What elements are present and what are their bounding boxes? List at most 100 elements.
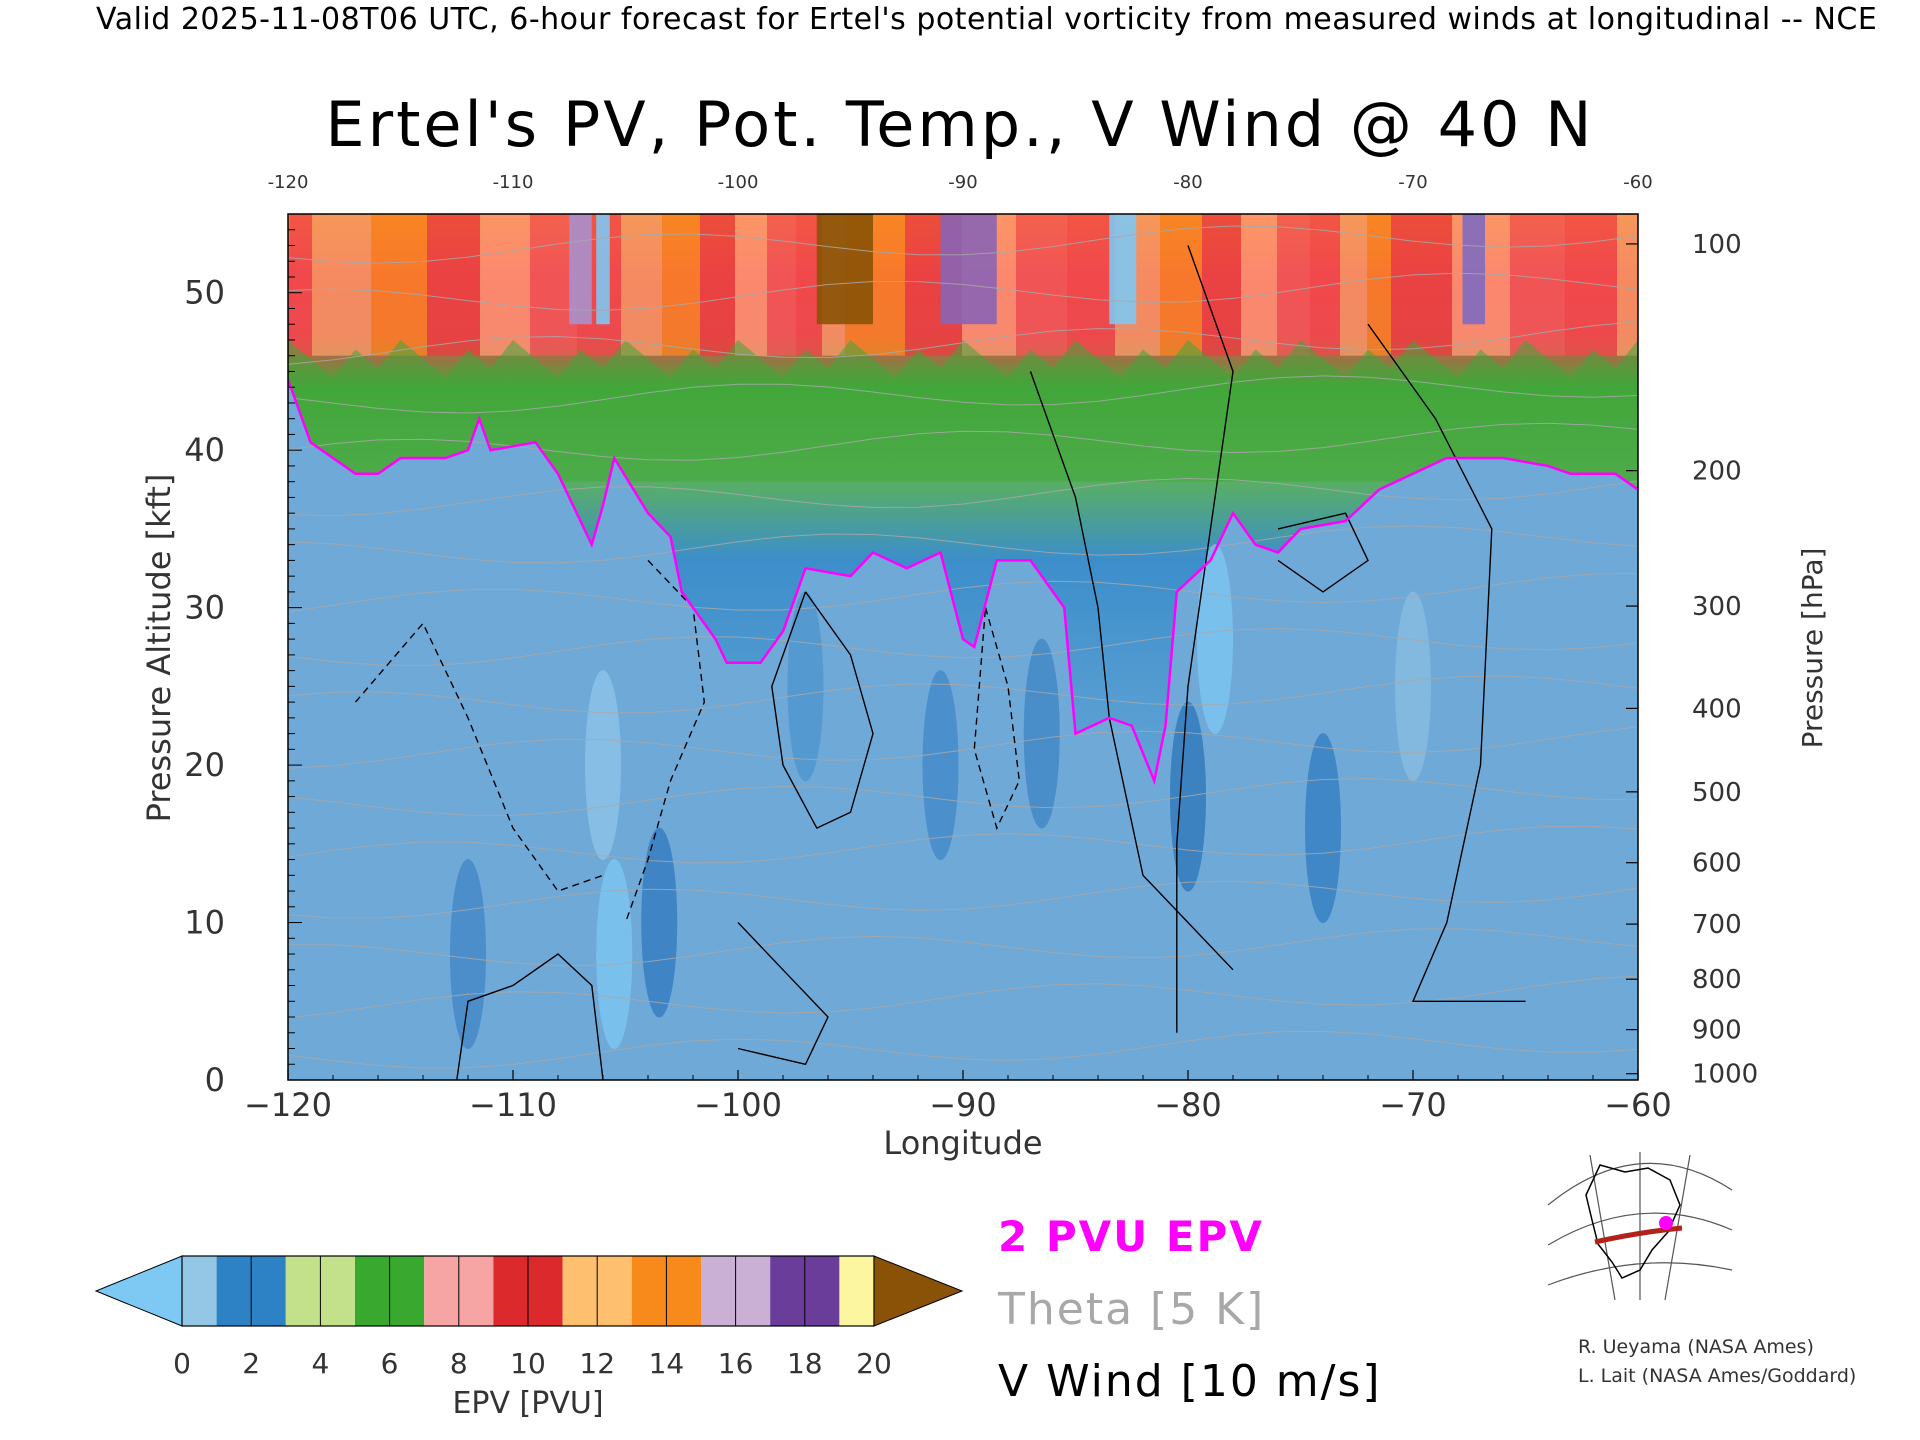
upper-band xyxy=(480,214,530,356)
pressure-tick-label: 800 xyxy=(1692,965,1742,995)
y-tick-label: 30 xyxy=(184,589,225,627)
theta-contour xyxy=(288,477,1638,517)
upper-feature xyxy=(940,214,997,325)
x-top-tick-label: -70 xyxy=(1398,172,1427,193)
wind-contour xyxy=(456,953,604,1080)
upper-band xyxy=(1391,214,1452,356)
x-tick-label: −100 xyxy=(694,1086,782,1124)
y-axis-right: 100 200 300 400 500 600 700 800 900 1000 xyxy=(1626,230,1758,1090)
theta-contour xyxy=(288,726,1638,769)
colorbar-segment xyxy=(597,1256,632,1326)
blue-streak xyxy=(1305,733,1341,924)
pressure-tick-label: 300 xyxy=(1692,592,1742,622)
theta-contour xyxy=(288,321,1638,365)
pressure-tick-label: 1000 xyxy=(1692,1060,1758,1090)
theta-contour xyxy=(288,825,1638,864)
upper-band xyxy=(1617,214,1638,356)
colorbar-segment xyxy=(320,1256,355,1326)
wind-contour xyxy=(354,622,604,892)
x-axis-label: Longitude xyxy=(883,1124,1042,1162)
theta-contour xyxy=(288,272,1638,311)
upper-band xyxy=(1241,214,1277,356)
pressure-tick-label: 600 xyxy=(1692,849,1742,879)
theta-contour xyxy=(288,375,1638,414)
colorbar-segment xyxy=(285,1256,321,1326)
credit-line-1: R. Ueyama (NASA Ames) xyxy=(1578,1336,1814,1358)
pressure-tick-label: 900 xyxy=(1692,1016,1742,1046)
theta-contour xyxy=(288,880,1638,919)
colorbar-tick-label: 8 xyxy=(450,1347,468,1380)
y-tick-label: 20 xyxy=(184,746,225,784)
credit-line-2: L. Lait (NASA Ames/Goddard) xyxy=(1578,1365,1857,1387)
colorbar xyxy=(94,1255,964,1327)
upper-feature xyxy=(1109,214,1137,325)
colorbar-segment xyxy=(735,1256,771,1326)
upper-feature xyxy=(569,214,592,325)
troposphere-shading xyxy=(288,379,1638,1080)
upper-band xyxy=(1067,214,1115,356)
colorbar-tick-label: 2 xyxy=(242,1347,260,1380)
y-tick-label: 40 xyxy=(184,431,225,469)
upper-feature xyxy=(596,214,610,325)
x-tick-label: −90 xyxy=(929,1086,997,1124)
y-tick-label: 10 xyxy=(184,904,225,942)
colorbar-tick-label: 14 xyxy=(649,1347,685,1380)
upper-band xyxy=(1565,214,1617,356)
blue-streak xyxy=(922,670,959,861)
pressure-tick-label: 700 xyxy=(1692,910,1742,940)
tropopause-2pvu-line xyxy=(288,378,1638,786)
theta-contour xyxy=(288,675,1638,714)
blue-streak xyxy=(596,859,633,1050)
upper-feature xyxy=(816,214,873,325)
blue-streak xyxy=(585,670,621,861)
legend-wind: V Wind [10 m/s] xyxy=(998,1356,1382,1407)
colorbar-segment xyxy=(493,1256,528,1326)
theta-contour xyxy=(288,627,1638,667)
colorbar-segment xyxy=(770,1256,805,1326)
upper-band xyxy=(427,214,480,356)
upper-band xyxy=(621,214,662,356)
blue-streak xyxy=(787,591,824,782)
colorbar-ticks: 0 2 4 6 8 10 12 14 16 18 20 xyxy=(173,1347,892,1380)
blue-streak xyxy=(641,827,678,1018)
wind-contour xyxy=(624,559,706,923)
x-top-tick-label: -120 xyxy=(268,172,309,193)
locator-map xyxy=(1540,1150,1736,1302)
blue-streak xyxy=(1197,544,1233,735)
wind-contour xyxy=(737,922,829,1066)
x-axis-top: -120 -110 -100 -90 -80 -70 -60 xyxy=(268,172,1653,193)
upper-band xyxy=(1510,214,1565,356)
x-tick-label: −120 xyxy=(244,1086,332,1124)
colorbar-under-arrow xyxy=(94,1255,183,1327)
wind-contour xyxy=(1367,323,1526,1002)
y-tick-label: 50 xyxy=(184,274,225,312)
colorbar-segment xyxy=(839,1256,874,1326)
x-top-tick-label: -80 xyxy=(1173,172,1202,193)
upper-band xyxy=(662,214,700,356)
theta-contour xyxy=(288,975,1638,1019)
upper-band xyxy=(767,214,796,356)
x-tick-label: −60 xyxy=(1604,1086,1672,1124)
upper-band xyxy=(700,214,735,356)
theta-contour xyxy=(288,1030,1638,1069)
legend-epv: 2 PVU EPV xyxy=(998,1212,1264,1261)
colorbar-segment xyxy=(666,1256,701,1326)
upper-band xyxy=(1340,214,1367,356)
pressure-tick-label: 400 xyxy=(1692,694,1742,724)
colorbar-segment xyxy=(251,1256,286,1326)
theta-contour xyxy=(288,928,1638,967)
upper-band xyxy=(312,214,371,356)
header-caption: Valid 2025-11-08T06 UTC, 6-hour forecast… xyxy=(96,2,1878,37)
upper-band xyxy=(1277,214,1310,356)
theta-contour xyxy=(288,572,1638,613)
colorbar-tick-label: 18 xyxy=(787,1347,823,1380)
colorbar-label: EPV [PVU] xyxy=(452,1386,603,1421)
colorbar-tick-label: 20 xyxy=(856,1347,892,1380)
colorbar-segment xyxy=(562,1256,598,1326)
x-tick-label: −80 xyxy=(1154,1086,1222,1124)
colorbar-tick-label: 4 xyxy=(311,1347,329,1380)
green-belt xyxy=(288,339,1638,482)
upper-band xyxy=(1367,214,1391,356)
colorbar-segment xyxy=(804,1256,840,1326)
